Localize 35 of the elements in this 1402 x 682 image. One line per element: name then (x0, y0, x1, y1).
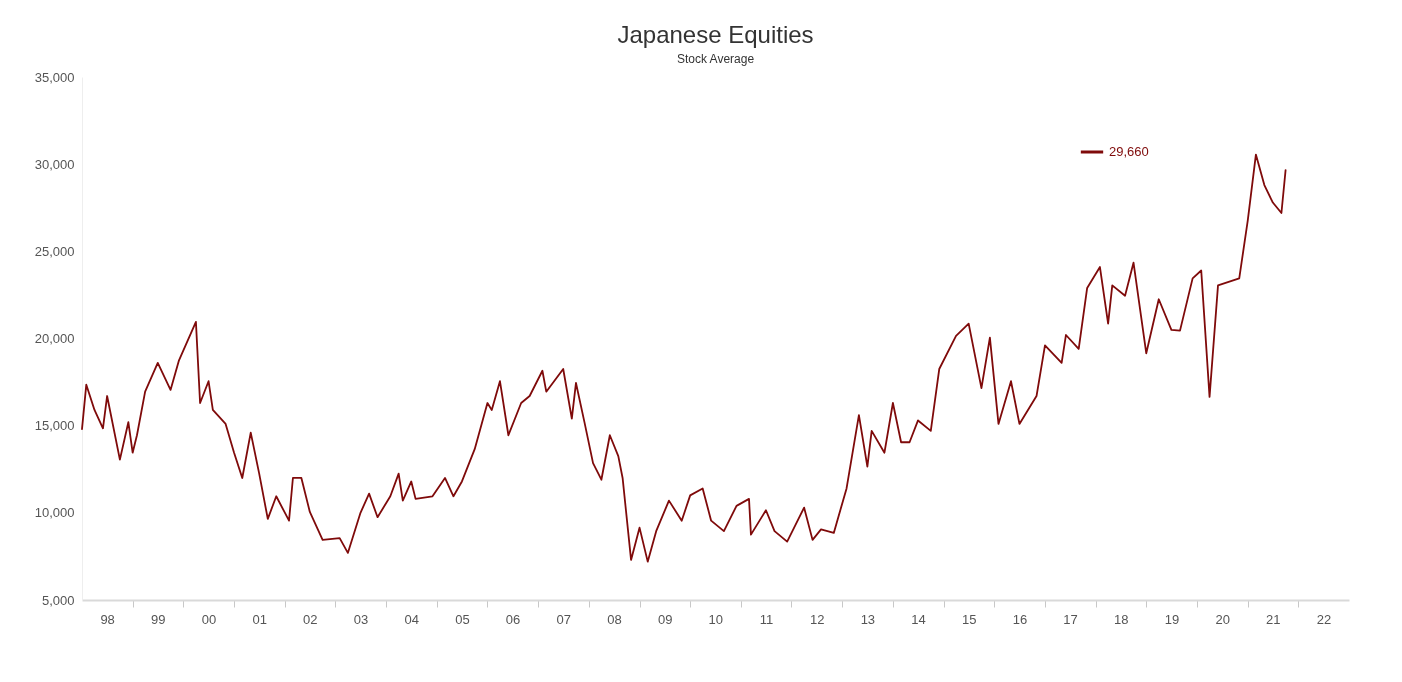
y-tick-label: 10,000 (34, 505, 75, 521)
x-tick-label: 15 (961, 611, 977, 627)
y-tick-label: 15,000 (34, 418, 75, 434)
x-tick-label: 00 (201, 611, 217, 627)
x-tick-label: 03 (353, 611, 369, 627)
x-tick-label: 12 (809, 611, 825, 627)
chart-title: Japanese Equities (617, 21, 814, 48)
x-tick-label: 11 (759, 611, 774, 627)
x-tick-label: 02 (303, 611, 318, 627)
x-tick-label: 10 (708, 611, 724, 627)
y-tick-label: 5,000 (41, 592, 75, 608)
y-tick-label: 35,000 (34, 69, 75, 85)
x-tick-label: 07 (556, 611, 571, 627)
x-tick-label: 20 (1215, 611, 1230, 627)
x-tick-label: 09 (657, 611, 673, 627)
x-tick-label: 01 (252, 611, 267, 627)
x-tick-label: 22 (1316, 611, 1332, 627)
x-tick-label: 14 (911, 611, 926, 627)
x-tick-label: 05 (455, 611, 470, 627)
x-tick-label: 08 (607, 611, 622, 627)
legend-label: 29,660 (1109, 144, 1149, 159)
y-tick-label: 25,000 (34, 243, 75, 259)
y-tick-label: 30,000 (34, 156, 75, 172)
x-tick-label: 16 (1012, 611, 1028, 627)
x-tick-label: 21 (1266, 611, 1281, 627)
x-tick-label: 04 (404, 611, 420, 627)
x-tick-label: 19 (1164, 611, 1180, 627)
y-tick-label: 20,000 (34, 331, 75, 346)
chart-subtitle: Stock Average (676, 52, 755, 66)
x-tick-label: 18 (1114, 611, 1129, 627)
x-tick-label: 98 (100, 611, 115, 627)
x-tick-label: 13 (860, 611, 876, 627)
x-tick-label: 99 (151, 611, 166, 627)
x-tick-label: 06 (505, 611, 521, 627)
x-tick-label: 17 (1063, 611, 1078, 627)
